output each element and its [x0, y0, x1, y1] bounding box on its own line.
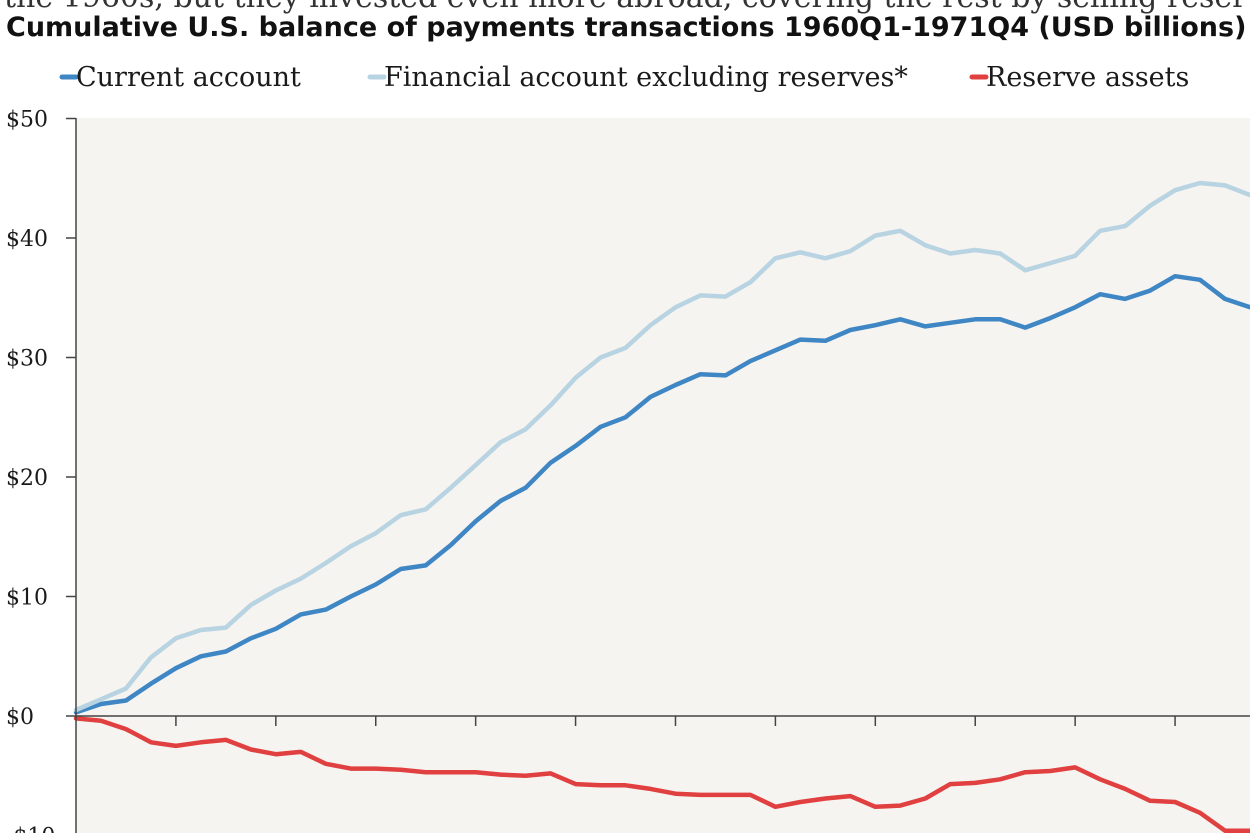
chart-title: Cumulative U.S. balance of payments tran…: [6, 12, 1247, 43]
series-group: [73, 180, 1250, 833]
y-tick-label: $10: [6, 586, 48, 611]
y-tick-label: -$10: [6, 825, 55, 833]
legend-label-financial-account-excluding-reserves: Financial account excluding reserves*: [384, 62, 908, 93]
series-line-current-account: [73, 273, 1250, 715]
axes: -$10 $0 $10 $20 $30 $40 $50: [6, 108, 1250, 833]
subtitle-text: the 1960s, but they invested even more a…: [4, 0, 1244, 15]
y-tick-label: $50: [6, 108, 48, 133]
y-tick-label: $0: [6, 705, 34, 730]
plot-background: [76, 118, 1250, 833]
legend-label-current-account: Current account: [76, 62, 301, 93]
legend-label-reserve-assets: Reserve assets: [986, 62, 1189, 93]
y-tick-label: $20: [6, 466, 48, 491]
legend: Current account Financial account excludi…: [59, 62, 1189, 93]
y-tick-label: $40: [6, 227, 48, 252]
series-line-financial-account-excluding-reserves: [73, 180, 1250, 713]
series-line-reserve-assets: [73, 716, 1250, 833]
y-tick-label: $30: [6, 347, 48, 372]
